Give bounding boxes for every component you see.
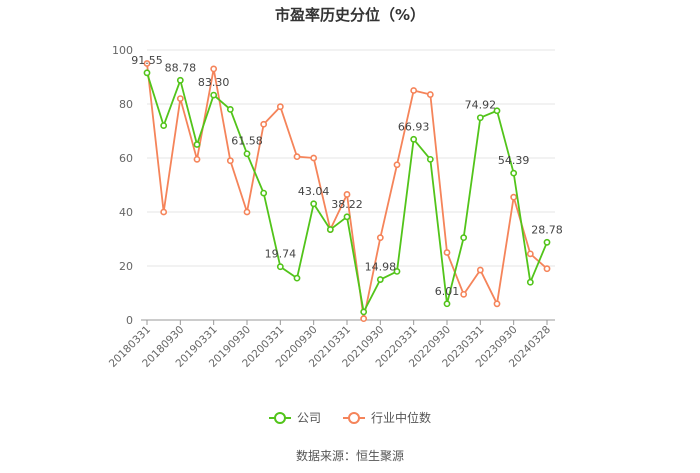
legend-label: 公司 [296,411,321,425]
data-point-company [160,122,168,129]
grid-layer [147,49,555,267]
data-point-company [460,234,468,242]
data-point-company [310,200,318,208]
data-point-industry-median [410,87,418,94]
data-point-industry-median [243,208,251,216]
y-tick-label: 80 [119,98,133,111]
chart-title: 市盈率历史分位（%） [274,6,426,24]
data-point-company [226,106,234,113]
data-point-industry-median [260,120,268,128]
data-point-industry-median [143,60,151,67]
data-label: 83.30 [198,76,230,89]
data-point-company [143,69,151,77]
data-point-industry-median [526,250,534,258]
data-point-industry-median [476,266,484,274]
data-point-industry-median [176,95,184,102]
data-point-industry-median [276,103,284,111]
legend-item-company[interactable]: 公司 [268,409,321,426]
data-point-industry-median [393,161,401,169]
legend-label: 行业中位数 [371,411,432,425]
legend-item-industry-median[interactable]: 行业中位数 [343,409,431,426]
data-label: 61.58 [231,135,263,148]
data-point-company [343,213,351,221]
data-label: 91.55 [131,54,163,67]
data-point-company [210,91,218,99]
data-point-industry-median [210,65,218,73]
data-label: 43.04 [298,185,330,198]
data-point-company [193,141,201,148]
data-point-industry-median [443,249,451,256]
data-point-industry-median [376,234,384,242]
data-point-industry-median [426,91,434,98]
data-source-note: 数据来源：恒生聚源 [295,449,404,463]
data-point-company [493,107,501,115]
y-tick-label: 40 [119,206,133,219]
data-point-company [360,308,368,316]
legend: 公司 行业中位数 [0,409,700,426]
data-point-company [376,276,384,283]
y-tick-label: 100 [112,44,133,57]
data-point-company [543,238,551,246]
data-label: 6.01 [435,285,460,298]
data-point-company [443,300,451,308]
data-point-industry-median [193,155,201,163]
legend-swatch-icon [268,411,291,424]
data-point-company [260,189,268,197]
y-tick-label: 0 [126,314,133,327]
data-point-industry-median [493,300,501,308]
y-tick-label: 20 [119,260,133,273]
data-label: 88.78 [165,61,197,74]
data-point-industry-median [310,154,318,162]
data-point-company [243,150,251,158]
data-point-industry-median [543,265,551,273]
data-point-industry-median [343,191,351,198]
data-point-company [293,274,301,282]
data-label: 28.78 [531,223,563,236]
data-point-industry-median [293,153,301,161]
data-label: 74.92 [465,99,497,112]
data-point-company [526,278,534,286]
data-label: 66.93 [398,120,430,133]
data-point-industry-median [460,290,468,298]
data-point-industry-median [510,193,518,201]
data-point-company [326,226,334,233]
data-label: 14.98 [365,261,397,274]
data-point-company [410,135,418,143]
series-layer [143,60,551,323]
data-point-industry-median [160,208,168,216]
data-label: 38.22 [331,198,363,211]
data-label: 19.74 [265,248,297,261]
y-tick-label: 60 [119,152,133,165]
data-point-company [476,114,484,122]
data-point-company [176,76,184,84]
data-point-company [426,155,434,163]
data-label: 54.39 [498,154,530,167]
data-point-company [393,267,401,275]
legend-swatch-icon [343,411,365,424]
data-point-company [276,263,284,271]
data-point-industry-median [226,157,234,165]
data-point-industry-median [360,315,368,323]
line-chart: 0204060801002018033120180930201903312019… [107,44,563,370]
data-point-company [510,169,518,177]
